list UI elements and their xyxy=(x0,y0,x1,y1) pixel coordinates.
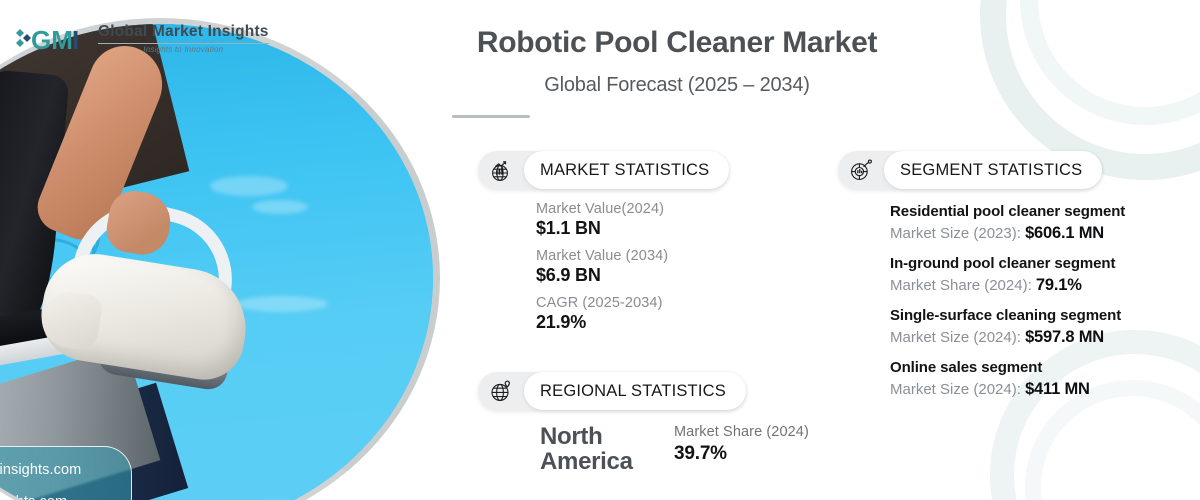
market-stat-value: 21.9% xyxy=(536,312,587,332)
regional-statistics-badge: REGIONAL STATISTICS xyxy=(478,372,746,410)
region-share-block: Market Share (2024) 39.7% xyxy=(674,424,809,465)
market-statistics-list: Market Value(2024) $1.1 BN Market Value … xyxy=(478,201,778,333)
market-stat-label: Market Value(2024) xyxy=(536,201,665,217)
market-stat-value: $6.9 BN xyxy=(536,265,601,285)
svg-text:I: I xyxy=(72,25,79,54)
region-name: North America xyxy=(540,423,633,476)
segment-metric: Market Size (2024): $597.8 MN xyxy=(890,327,1198,348)
segment-name: Online sales segment xyxy=(890,359,1043,377)
gmi-diamond-logo-icon: GM I xyxy=(14,24,92,54)
title-divider xyxy=(452,115,530,118)
contact-email-text: sales@gminsights.com xyxy=(0,461,82,478)
market-statistics-badge: MARKET STATISTICS xyxy=(478,151,730,189)
contact-website-text: www.gminsights.com xyxy=(0,494,67,500)
hero-photo: sales@gminsights.com www.gminsights.com xyxy=(0,18,440,500)
market-stat-value: $1.1 BN xyxy=(536,218,601,238)
segment-statistics-list: Residential pool cleaner segment Market … xyxy=(838,203,1198,400)
market-statistics-label: MARKET STATISTICS xyxy=(524,151,730,189)
market-stat-label: CAGR (2025-2034) xyxy=(536,295,663,311)
segment-item: Online sales segment Market Size (2024):… xyxy=(890,359,1198,400)
gmi-logo[interactable]: GM I Global Market Insights Insights to … xyxy=(14,24,269,54)
header: Robotic Pool Cleaner Market Global Forec… xyxy=(452,26,1152,118)
gmi-logo-text: Global Market Insights Insights to Innov… xyxy=(98,24,269,54)
regional-statistics-label: REGIONAL STATISTICS xyxy=(524,372,746,410)
segment-metric-value: $597.8 MN xyxy=(1025,327,1104,346)
water-highlight xyxy=(236,296,328,312)
segment-metric-value: $411 MN xyxy=(1025,379,1090,398)
segment-statistics-badge: SEGMENT STATISTICS xyxy=(838,151,1103,189)
region-share-value: 39.7% xyxy=(674,443,727,464)
segment-name: Single-surface cleaning segment xyxy=(890,307,1122,325)
segment-item: Single-surface cleaning segment Market S… xyxy=(890,307,1198,348)
globe-pin-icon xyxy=(478,372,524,410)
water-highlight xyxy=(252,200,308,214)
contact-website-row[interactable]: www.gminsights.com xyxy=(0,489,119,500)
segment-metric: Market Size (2023): $606.1 MN xyxy=(890,223,1198,244)
segment-metric: Market Share (2024): 79.1% xyxy=(890,275,1198,296)
market-stat-label: Market Value (2034) xyxy=(536,248,669,264)
segment-name: Residential pool cleaner segment xyxy=(890,203,1126,220)
segment-metric-label: Market Share (2024): xyxy=(890,276,1036,294)
globe-bar-chart-icon xyxy=(478,151,524,189)
regional-statistics-section: REGIONAL STATISTICS North America Market… xyxy=(478,372,878,474)
segment-statistics-section: SEGMENT STATISTICS Residential pool clea… xyxy=(838,151,1198,411)
segment-item: In-ground pool cleaner segment Market Sh… xyxy=(890,255,1198,296)
segment-metric-label: Market Size (2024): xyxy=(890,328,1026,346)
contact-email-row[interactable]: sales@gminsights.com xyxy=(0,457,119,482)
segment-item: Residential pool cleaner segment Market … xyxy=(890,203,1198,244)
segment-statistics-label: SEGMENT STATISTICS xyxy=(884,151,1103,189)
page-title: Robotic Pool Cleaner Market xyxy=(476,26,878,59)
segment-metric-label: Market Size (2023): xyxy=(890,224,1026,242)
contact-info-box: sales@gminsights.com www.gminsights.com xyxy=(0,446,132,500)
segment-metric-label: Market Size (2024): xyxy=(890,380,1026,398)
segment-name: In-ground pool cleaner segment xyxy=(890,255,1116,273)
region-share-label: Market Share (2024) xyxy=(674,424,809,440)
hero-photo-image xyxy=(0,24,433,500)
segment-metric: Market Size (2024): $411 MN xyxy=(890,379,1198,400)
market-statistics-section: MARKET STATISTICS Market Value(2024) $1.… xyxy=(478,151,778,342)
gmi-logo-name: Global Market Insights xyxy=(98,23,269,41)
gmi-logo-divider xyxy=(98,42,269,44)
water-highlight xyxy=(210,176,288,196)
gmi-logo-tagline: Insights to Innovation xyxy=(143,44,224,54)
segment-metric-value: 79.1% xyxy=(1035,275,1082,294)
donut-chart-arrow-icon xyxy=(838,151,884,189)
regional-statistics-body: North America Market Share (2024) 39.7% xyxy=(478,423,878,476)
svg-text:GM: GM xyxy=(31,25,73,54)
segment-metric-value: $606.1 MN xyxy=(1025,223,1104,242)
page-subtitle: Global Forecast (2025 – 2034) xyxy=(544,74,810,96)
